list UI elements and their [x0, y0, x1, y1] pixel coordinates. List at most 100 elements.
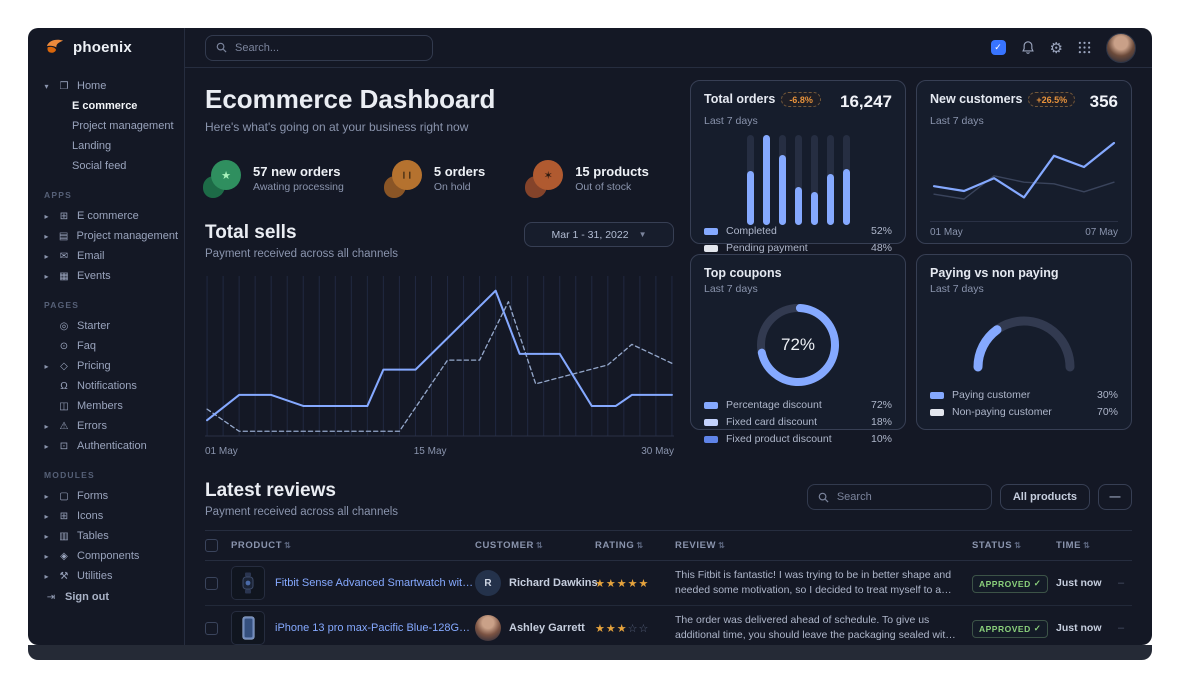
sidebar-item-email[interactable]: ▸ ✉ Email	[28, 246, 184, 266]
all-products-button[interactable]: All products	[999, 484, 1090, 510]
sort-icon: ⇅	[284, 541, 292, 550]
x-tick: 01 May	[205, 446, 238, 457]
caret-right-icon: ▸	[44, 231, 49, 241]
sidebar-item-e-commerce[interactable]: ▸ ⊞ E commerce	[28, 206, 184, 226]
status-cell: APPROVED ✓	[972, 619, 1056, 638]
row-action-dash[interactable]: –	[1118, 622, 1125, 634]
quick-stat: ✶ 15 products Out of stock	[525, 160, 649, 198]
bar-track	[762, 135, 770, 225]
sort-icon: ⇅	[1014, 541, 1022, 550]
pause-circle-icon: ❙❙	[383, 160, 422, 198]
column-header-time[interactable]: TIME ⇅	[1056, 540, 1091, 551]
sidebar-item-forms[interactable]: ▸ ▢ Forms	[28, 486, 184, 506]
sidebar-item-pricing[interactable]: ▸ ◇ Pricing	[28, 356, 184, 376]
sidebar-section-label: MODULES	[44, 470, 95, 481]
collapse-button[interactable]: —	[1098, 484, 1132, 510]
legend-swatch	[704, 244, 718, 252]
sign-out-label: Sign out	[65, 591, 109, 603]
paying-legend-item: Non-paying customer 70%	[930, 406, 1118, 418]
bar-track	[746, 135, 754, 225]
sidebar-item-label: Tables	[77, 530, 109, 543]
column-header-product[interactable]: PRODUCT ⇅	[231, 540, 292, 551]
sidebar-subitem-e-commerce[interactable]: E commerce	[72, 100, 138, 113]
row-checkbox[interactable]	[205, 621, 218, 635]
date-range-select[interactable]: Mar 1 - 31, 2022 ▼	[524, 222, 674, 247]
sidebar-item-label: Email	[77, 250, 105, 263]
chevron-down-icon: ▼	[638, 230, 647, 239]
reviews-heading: Latest reviews Payment received across a…	[205, 480, 398, 518]
quick-stat: ★ 57 new orders Awating processing	[203, 160, 344, 198]
caret-right-icon: ▸	[44, 531, 49, 541]
legend-value: 72%	[870, 399, 892, 411]
stat-value: 57 new orders	[253, 163, 341, 179]
dark-mode-toggle-icon[interactable]: ✓	[990, 40, 1006, 55]
user-avatar[interactable]	[1106, 32, 1136, 63]
sort-icon: ⇅	[536, 541, 544, 550]
sidebar-item-label: Forms	[77, 490, 109, 503]
apps-grid-icon[interactable]	[1078, 41, 1091, 54]
column-header-review[interactable]: REVIEW ⇅	[675, 540, 726, 551]
row-action-dash[interactable]: –	[1118, 577, 1125, 589]
bar-track	[794, 135, 802, 225]
sidebar-item-authentication[interactable]: ▸ ⊡ Authentication	[28, 436, 184, 456]
sidebar-item-faq[interactable]: ⊙ Faq	[28, 336, 184, 356]
sidebar-item-events[interactable]: ▸ ▦ Events	[28, 266, 184, 286]
stat-texts: 5 orders On hold	[434, 164, 485, 193]
window-shadow-strip	[28, 645, 1152, 660]
sidebar-subitem-project-management[interactable]: Project management	[72, 120, 174, 133]
x-tick: 15 May	[413, 446, 447, 457]
reviews-table: PRODUCT ⇅ CUSTOMER ⇅ RATING ⇅ REVIEW ⇅ STATUS ⇅ TI…	[205, 530, 1132, 645]
star-circle-icon: ★	[203, 160, 241, 198]
select-all-checkbox[interactable]	[205, 539, 218, 552]
column-header-rating[interactable]: RATING ⇅	[595, 540, 644, 551]
tag-icon: ◇	[60, 360, 68, 372]
search-icon	[216, 42, 227, 53]
settings-gear-icon[interactable]: ⚙	[1049, 39, 1063, 57]
row-checkbox[interactable]	[205, 576, 218, 590]
sidebar-item-label: Members	[77, 400, 123, 413]
sidebar-item-label: Starter	[77, 320, 111, 333]
column-header-status[interactable]: STATUS ⇅	[972, 540, 1022, 551]
sidebar-subitem-landing[interactable]: Landing	[72, 140, 112, 153]
star-icon: ★	[638, 577, 650, 590]
sidebar-item-icons[interactable]: ▸ ⊞ Icons	[28, 506, 184, 526]
sidebar-item-project-management[interactable]: ▸ ▤ Project management	[28, 226, 184, 246]
brand[interactable]: phoenix	[28, 28, 184, 66]
sidebar-item-starter[interactable]: ◎ Starter	[28, 316, 184, 336]
orders-legend-item: Completed 52%	[704, 225, 892, 237]
paying-card: Paying vs non paying Last 7 days Paying …	[916, 254, 1132, 430]
bar-fill	[794, 187, 802, 225]
sidebar-subitem-social-feed[interactable]: Social feed	[72, 160, 127, 173]
notifications-bell-icon[interactable]	[1021, 40, 1035, 55]
product-link[interactable]: Fitbit Sense Advanced Smartwatch with To…	[275, 577, 475, 589]
caret-right-icon: ▸	[44, 491, 49, 501]
stat-label: Out of stock	[575, 180, 632, 193]
sidebar-item-members[interactable]: ◫ Members	[28, 396, 184, 416]
sidebar-item-home[interactable]: ▾ ❐ Home	[28, 76, 184, 96]
legend-swatch	[704, 435, 718, 443]
coupons-legend-item: Fixed product discount 10%	[704, 433, 892, 445]
page-title: Ecommerce Dashboard	[205, 84, 496, 114]
caret-right-icon: ▸	[44, 571, 49, 581]
product-link[interactable]: iPhone 13 pro max-Pacific Blue-128GB sto…	[275, 622, 475, 634]
column-header-customer[interactable]: CUSTOMER ⇅	[475, 540, 544, 551]
sidebar-item-utilities[interactable]: ▸ ⚒ Utilities	[28, 566, 184, 585]
orders-bar-chart	[704, 135, 892, 225]
sidebar-item-sign-out[interactable]: ⇥ Sign out	[28, 585, 184, 645]
sidebar-item-components[interactable]: ▸ ◈ Components	[28, 546, 184, 566]
card-value: 356	[1089, 92, 1118, 111]
sidebar-item-tables[interactable]: ▸ ▥ Tables	[28, 526, 184, 546]
legend-label: Fixed product discount	[726, 433, 832, 445]
reviews-search-input[interactable]: Search	[806, 484, 992, 510]
global-search-input[interactable]: Search...	[205, 34, 433, 61]
orders-legend-item: Pending payment 48%	[704, 242, 892, 254]
stat-value: 5 orders	[433, 163, 486, 179]
question-icon: ⊙	[59, 340, 69, 352]
sidebar-item-notifications[interactable]: Ω Notifications	[28, 376, 184, 396]
sidebar-nav: ▾ ❐ Home E commerce Project management Landin…	[28, 66, 184, 585]
legend-swatch	[930, 408, 944, 416]
caret-right-icon: ▸	[44, 251, 49, 261]
sidebar-item-errors[interactable]: ▸ ⚠ Errors	[28, 416, 184, 436]
card-period: Last 7 days	[704, 283, 758, 295]
